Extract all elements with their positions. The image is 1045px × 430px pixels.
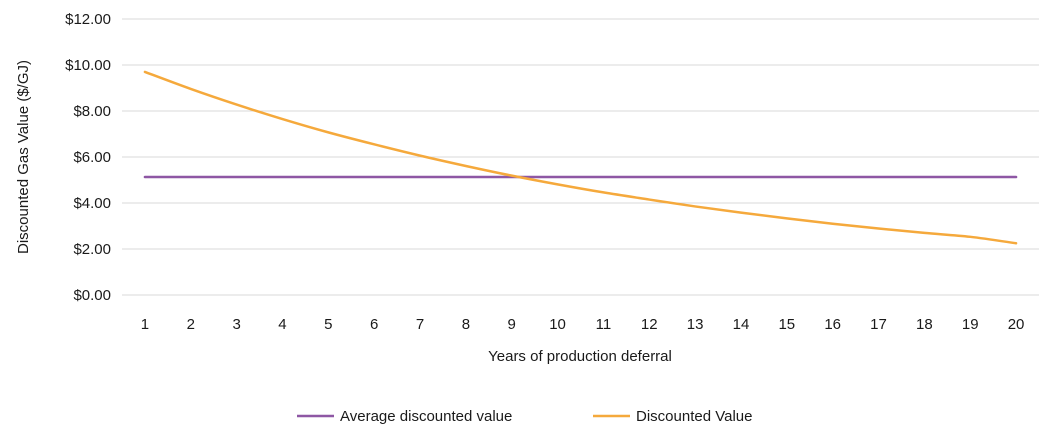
legend-label: Average discounted value	[340, 408, 512, 425]
y-tick-label: $6.00	[73, 149, 111, 166]
y-tick-labels: $0.00 $2.00 $4.00 $6.00 $8.00 $10.00 $12.00	[65, 11, 111, 304]
x-tick-label: 5	[324, 316, 332, 333]
x-tick-label: 14	[733, 316, 750, 333]
legend-label: Discounted Value	[636, 408, 752, 425]
x-tick-label: 18	[916, 316, 933, 333]
legend: Average discounted value Discounted Value	[297, 408, 752, 425]
x-tick-label: 19	[962, 316, 979, 333]
y-tick-label: $4.00	[73, 195, 111, 212]
x-tick-label: 6	[370, 316, 378, 333]
x-tick-label: 16	[824, 316, 841, 333]
x-tick-label: 11	[596, 316, 612, 333]
x-tick-label: 13	[687, 316, 704, 333]
x-tick-label: 1	[141, 316, 149, 333]
y-tick-label: $10.00	[65, 57, 111, 74]
x-tick-label: 2	[187, 316, 195, 333]
y-axis-title: Discounted Gas Value ($/GJ)	[15, 60, 32, 254]
x-tick-label: 9	[508, 316, 516, 333]
x-tick-label: 20	[1008, 316, 1025, 333]
x-tick-label: 12	[641, 316, 658, 333]
x-tick-label: 7	[416, 316, 424, 333]
grid	[122, 18, 1039, 296]
y-tick-label: $8.00	[73, 103, 111, 120]
series-lines	[143, 70, 1018, 245]
y-tick-label: $12.00	[65, 11, 111, 28]
x-tick-label: 10	[549, 316, 566, 333]
x-tick-label: 8	[462, 316, 470, 333]
x-axis-title: Years of production deferral	[488, 348, 672, 365]
y-tick-label: $0.00	[73, 287, 111, 304]
y-tick-label: $2.00	[73, 241, 111, 258]
x-tick-label: 3	[232, 316, 240, 333]
series-line-2	[143, 70, 1018, 245]
x-tick-labels: 1 2 3 4 5 6 7 8 9 10 11 12 13 14 15 16 17 18 19 20	[141, 316, 1025, 333]
x-tick-label: 17	[870, 316, 887, 333]
x-tick-label: 4	[278, 316, 286, 333]
x-tick-label: 15	[778, 316, 795, 333]
